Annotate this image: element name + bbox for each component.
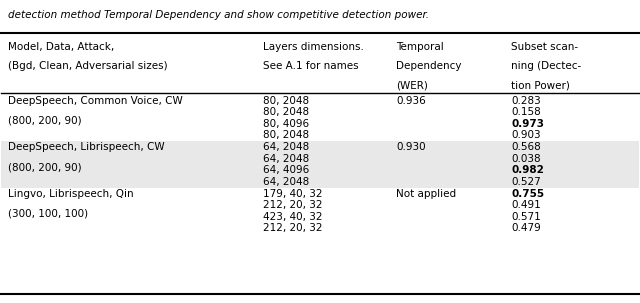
Text: 0.527: 0.527 bbox=[511, 177, 541, 187]
Text: 64, 2048: 64, 2048 bbox=[262, 177, 309, 187]
Text: Not applied: Not applied bbox=[396, 189, 456, 199]
Text: 0.936: 0.936 bbox=[396, 96, 426, 106]
Text: (WER): (WER) bbox=[396, 81, 428, 91]
Text: 212, 20, 32: 212, 20, 32 bbox=[262, 223, 322, 233]
Text: Subset scan-: Subset scan- bbox=[511, 42, 579, 52]
Text: 0.571: 0.571 bbox=[511, 212, 541, 222]
Text: 0.038: 0.038 bbox=[511, 154, 541, 164]
Text: ning (Dectec-: ning (Dectec- bbox=[511, 62, 581, 72]
Text: 0.158: 0.158 bbox=[511, 107, 541, 117]
Text: 0.491: 0.491 bbox=[511, 201, 541, 211]
Text: (800, 200, 90): (800, 200, 90) bbox=[8, 162, 81, 172]
Text: See A.1 for names: See A.1 for names bbox=[262, 62, 358, 72]
Text: 64, 4096: 64, 4096 bbox=[262, 165, 309, 175]
Text: 80, 2048: 80, 2048 bbox=[262, 130, 308, 140]
Text: tion Power): tion Power) bbox=[511, 81, 570, 91]
Text: Lingvo, Librispeech, Qin: Lingvo, Librispeech, Qin bbox=[8, 189, 133, 199]
Text: 0.283: 0.283 bbox=[511, 96, 541, 106]
Text: (300, 100, 100): (300, 100, 100) bbox=[8, 208, 88, 218]
Text: 423, 40, 32: 423, 40, 32 bbox=[262, 212, 322, 222]
Text: 80, 2048: 80, 2048 bbox=[262, 96, 308, 106]
Text: 0.479: 0.479 bbox=[511, 223, 541, 233]
Text: 212, 20, 32: 212, 20, 32 bbox=[262, 201, 322, 211]
Text: DeepSpeech, Common Voice, CW: DeepSpeech, Common Voice, CW bbox=[8, 96, 182, 106]
Bar bbox=[1, 141, 639, 188]
Text: (800, 200, 90): (800, 200, 90) bbox=[8, 115, 81, 125]
Text: 179, 40, 32: 179, 40, 32 bbox=[262, 189, 322, 199]
Text: detection method Temporal Dependency and show competitive detection power.: detection method Temporal Dependency and… bbox=[8, 10, 429, 20]
Text: Dependency: Dependency bbox=[396, 62, 462, 72]
Text: DeepSpeech, Librispeech, CW: DeepSpeech, Librispeech, CW bbox=[8, 142, 164, 152]
Text: 0.930: 0.930 bbox=[396, 142, 426, 152]
Text: 80, 2048: 80, 2048 bbox=[262, 107, 308, 117]
Text: 0.973: 0.973 bbox=[511, 119, 544, 129]
Text: Model, Data, Attack,: Model, Data, Attack, bbox=[8, 42, 114, 52]
Text: 0.568: 0.568 bbox=[511, 142, 541, 152]
Text: 80, 4096: 80, 4096 bbox=[262, 119, 308, 129]
Text: 0.982: 0.982 bbox=[511, 165, 544, 175]
Text: 0.755: 0.755 bbox=[511, 189, 544, 199]
Text: 64, 2048: 64, 2048 bbox=[262, 142, 309, 152]
Text: Temporal: Temporal bbox=[396, 42, 444, 52]
Text: (Bgd, Clean, Adversarial sizes): (Bgd, Clean, Adversarial sizes) bbox=[8, 62, 168, 72]
Text: 0.903: 0.903 bbox=[511, 130, 541, 140]
Text: 64, 2048: 64, 2048 bbox=[262, 154, 309, 164]
Text: Layers dimensions.: Layers dimensions. bbox=[262, 42, 364, 52]
